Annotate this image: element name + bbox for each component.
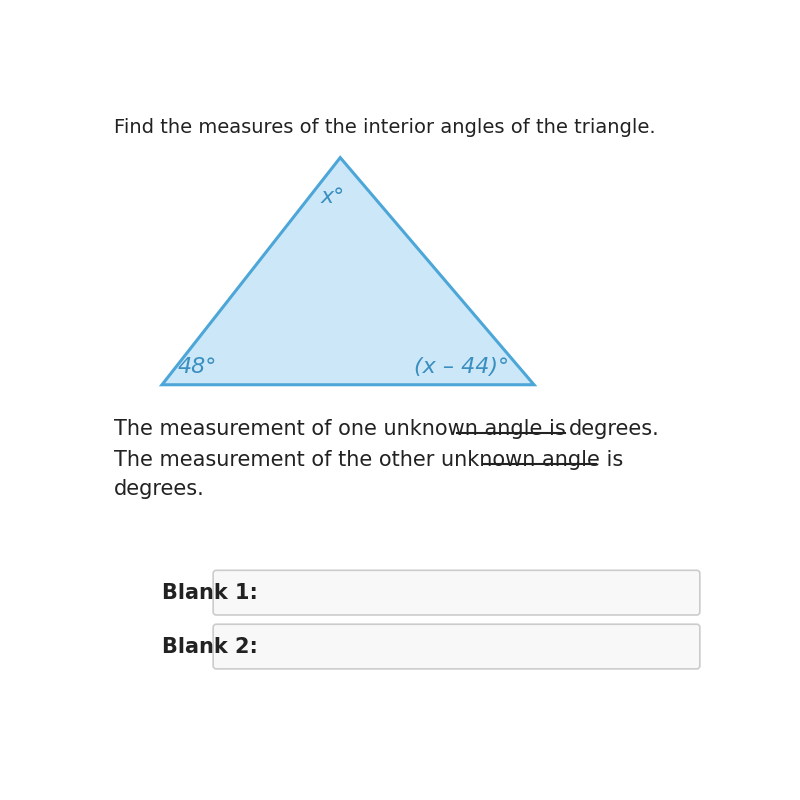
Text: (x – 44)°: (x – 44)° [414,357,509,377]
Polygon shape [162,158,534,385]
Text: The measurement of one unknown angle is: The measurement of one unknown angle is [114,419,566,439]
Text: Blank 1:: Blank 1: [162,582,258,602]
Text: The measurement of the other unknown angle is: The measurement of the other unknown ang… [114,450,623,470]
Text: Find the measures of the interior angles of the triangle.: Find the measures of the interior angles… [114,118,655,137]
Text: degrees.: degrees. [569,419,660,439]
Text: x°: x° [320,187,345,207]
Text: 48°: 48° [178,357,217,377]
Text: Blank 2:: Blank 2: [162,637,258,657]
FancyBboxPatch shape [213,570,700,615]
FancyBboxPatch shape [213,624,700,669]
Text: degrees.: degrees. [114,479,205,499]
